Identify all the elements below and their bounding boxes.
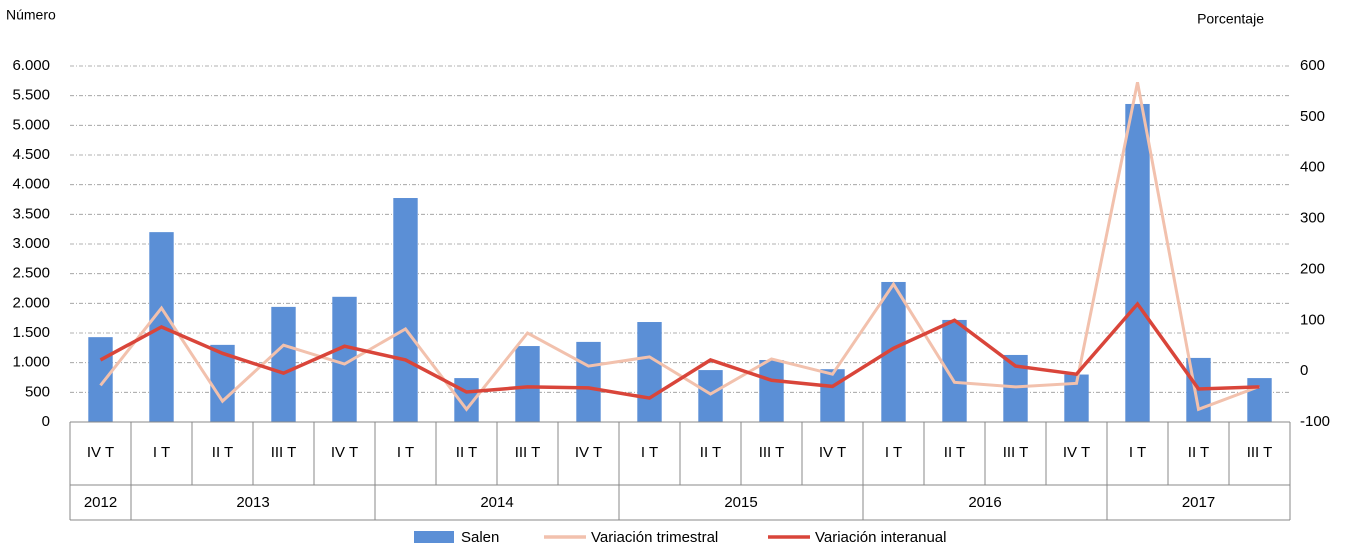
y-tick-label: 0 bbox=[42, 413, 50, 430]
group-label: 2013 bbox=[236, 494, 269, 511]
x-tick-label: II T bbox=[212, 444, 233, 461]
bar bbox=[1125, 103, 1150, 423]
x-tick-label: I T bbox=[1129, 444, 1146, 461]
x-tick-label: III T bbox=[271, 444, 297, 461]
y-axis-label: Número bbox=[6, 7, 56, 23]
bar bbox=[271, 306, 296, 422]
x-tick-label: IV T bbox=[575, 444, 602, 461]
y-tick-label: 500 bbox=[25, 383, 50, 400]
group-label: 2012 bbox=[84, 494, 117, 511]
bar bbox=[1247, 378, 1272, 422]
x-tick-label: III T bbox=[515, 444, 541, 461]
x-tick-label: III T bbox=[759, 444, 785, 461]
x-tick-label: IV T bbox=[819, 444, 846, 461]
legend-label: Salen bbox=[461, 529, 499, 546]
group-label: 2015 bbox=[724, 494, 757, 511]
legend-label: Variación trimestral bbox=[591, 529, 718, 546]
x-tick-label: III T bbox=[1003, 444, 1029, 461]
y2-tick-label: -100 bbox=[1300, 413, 1330, 430]
y-tick-label: 3.500 bbox=[12, 205, 50, 222]
bar bbox=[88, 337, 113, 422]
bar bbox=[515, 346, 540, 422]
y2-tick-label: 600 bbox=[1300, 57, 1325, 74]
y-tick-label: 4.500 bbox=[12, 146, 50, 163]
x-tick-label: I T bbox=[153, 444, 170, 461]
y-tick-label: 2.000 bbox=[12, 294, 50, 311]
y-tick-label: 4.000 bbox=[12, 176, 50, 193]
y-tick-label: 3.000 bbox=[12, 235, 50, 252]
x-tick-label: II T bbox=[700, 444, 721, 461]
y-tick-label: 6.000 bbox=[12, 57, 50, 74]
y2-tick-label: 300 bbox=[1300, 210, 1325, 227]
y2-tick-label: 400 bbox=[1300, 159, 1325, 176]
x-tick-label: II T bbox=[1188, 444, 1209, 461]
x-tick-label: IV T bbox=[87, 444, 114, 461]
y2-tick-label: 200 bbox=[1300, 260, 1325, 277]
group-label: 2016 bbox=[968, 494, 1001, 511]
line bbox=[99, 301, 1260, 400]
y-tick-label: 2.500 bbox=[12, 265, 50, 282]
y-tick-label: 5.500 bbox=[12, 87, 50, 104]
bar bbox=[820, 369, 845, 422]
y2-tick-label: 100 bbox=[1300, 311, 1325, 328]
bar bbox=[759, 359, 784, 422]
legend-swatch bbox=[414, 531, 454, 543]
bar bbox=[576, 341, 601, 422]
y-tick-label: 1.000 bbox=[12, 354, 50, 371]
x-tick-label: I T bbox=[885, 444, 902, 461]
y-tick-label: 5.000 bbox=[12, 116, 50, 133]
y2-tick-label: 0 bbox=[1300, 362, 1308, 379]
x-tick-label: III T bbox=[1247, 444, 1273, 461]
x-tick-label: IV T bbox=[1063, 444, 1090, 461]
bar bbox=[393, 198, 418, 422]
group-label: 2014 bbox=[480, 494, 513, 511]
y2-axis-label: Porcentaje bbox=[1197, 11, 1264, 27]
group-label: 2017 bbox=[1182, 494, 1215, 511]
y2-tick-label: 500 bbox=[1300, 108, 1325, 125]
bar bbox=[698, 370, 723, 422]
legend-label: Variación interanual bbox=[815, 529, 946, 546]
line bbox=[99, 81, 1261, 412]
x-tick-label: II T bbox=[456, 444, 477, 461]
x-tick-label: I T bbox=[397, 444, 414, 461]
x-tick-label: II T bbox=[944, 444, 965, 461]
bar bbox=[637, 322, 662, 422]
y-tick-label: 1.500 bbox=[12, 324, 50, 341]
x-tick-label: I T bbox=[641, 444, 658, 461]
x-tick-label: IV T bbox=[331, 444, 358, 461]
